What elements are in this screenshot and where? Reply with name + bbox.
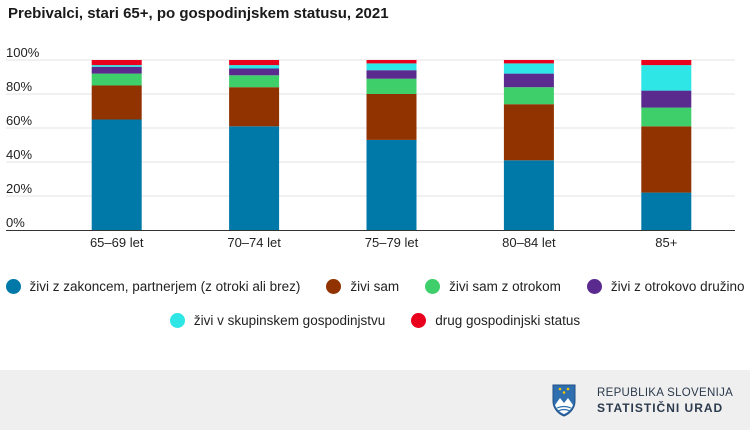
footer: REPUBLIKA SLOVENIJA STATISTIČNI URAD (0, 370, 750, 430)
bar-segment (503, 104, 554, 161)
org-line-2: STATISTIČNI URAD (597, 401, 724, 415)
legend-swatch-icon (326, 279, 342, 294)
bar-segment (91, 65, 142, 67)
legend-swatch-icon (411, 313, 427, 328)
legend-item: živi z otrokovo družino (586, 279, 745, 294)
bar-segment (641, 65, 692, 91)
bar-segment (229, 75, 280, 88)
legend-row-1: živi z zakoncem, partnerjem (z otroki al… (0, 279, 750, 294)
legend-label: drug gospodinjski status (435, 313, 581, 328)
legend-label: živi z otrokovo družino (610, 279, 745, 294)
bar-segment (503, 60, 554, 64)
stacked-bar-chart: 0% 20% 40% 60% 80% 100% 65–69 let 70–74 let 75–7… (6, 45, 735, 250)
x-tick-label: 75–79 let (365, 235, 419, 250)
y-tick-label: 60% (6, 113, 32, 128)
bar-segment (229, 65, 280, 69)
x-tick-label: 85+ (655, 235, 677, 250)
bar-segment (229, 87, 280, 127)
bar-segment (91, 73, 142, 86)
y-tick-label: 0% (6, 215, 25, 230)
bar-segment (503, 63, 554, 74)
legend-label: živi z zakoncem, partnerjem (z otroki al… (29, 279, 301, 294)
bar-segment (641, 126, 692, 193)
legend-label: živi v skupinskem gospodinjstvu (193, 313, 386, 328)
bar-segment (91, 85, 142, 120)
bar-segment (366, 78, 417, 94)
bar-segment (229, 60, 280, 66)
organization-name: REPUBLIKA SLOVENIJA STATISTIČNI URAD (597, 386, 733, 416)
legend-item: živi v skupinskem gospodinjstvu (169, 313, 386, 328)
bar-segment (91, 66, 142, 74)
x-tick-label: 65–69 let (90, 235, 144, 250)
bar-segment (229, 126, 280, 230)
legend-swatch-icon (5, 279, 21, 294)
x-tick-label: 80–84 let (502, 235, 556, 250)
bar-segment (503, 160, 554, 230)
legend-row-2: živi v skupinskem gospodinjstvu drug gosp… (0, 313, 750, 328)
bar-segment (641, 192, 692, 230)
bar-segment (91, 60, 142, 66)
bar-segment (229, 68, 280, 76)
bar-segment (641, 60, 692, 66)
bar-segment (366, 60, 417, 64)
x-tick-label: 70–74 let (227, 235, 281, 250)
legend-swatch-icon (425, 279, 441, 294)
bar-segment (503, 87, 554, 105)
bar-segment (641, 90, 692, 108)
y-tick-label: 40% (6, 147, 32, 162)
legend-swatch-icon (586, 279, 602, 294)
y-tick-label: 100% (6, 45, 40, 60)
legend-label: živi sam z otrokom (449, 279, 561, 294)
y-tick-label: 80% (6, 79, 32, 94)
y-tick-label: 20% (6, 181, 32, 196)
legend-item: živi sam (326, 279, 399, 294)
bar-segment (366, 139, 417, 230)
chart-title: Prebivalci, stari 65+, po gospodinjskem … (8, 5, 389, 22)
bar-segment (366, 94, 417, 140)
bar-segment (366, 63, 417, 71)
bar-segment (641, 107, 692, 127)
bar-segment (91, 119, 142, 230)
bar-segment (366, 70, 417, 79)
bar-segment (503, 73, 554, 88)
legend-item: živi sam z otrokom (425, 279, 561, 294)
legend-item: živi z zakoncem, partnerjem (z otroki al… (5, 279, 301, 294)
legend-label: živi sam (350, 279, 400, 294)
org-line-1: REPUBLIKA SLOVENIJA (597, 387, 734, 399)
legend-swatch-icon (169, 313, 185, 328)
coat-of-arms-icon (552, 384, 576, 417)
legend-item: drug gospodinjski status (411, 313, 580, 328)
